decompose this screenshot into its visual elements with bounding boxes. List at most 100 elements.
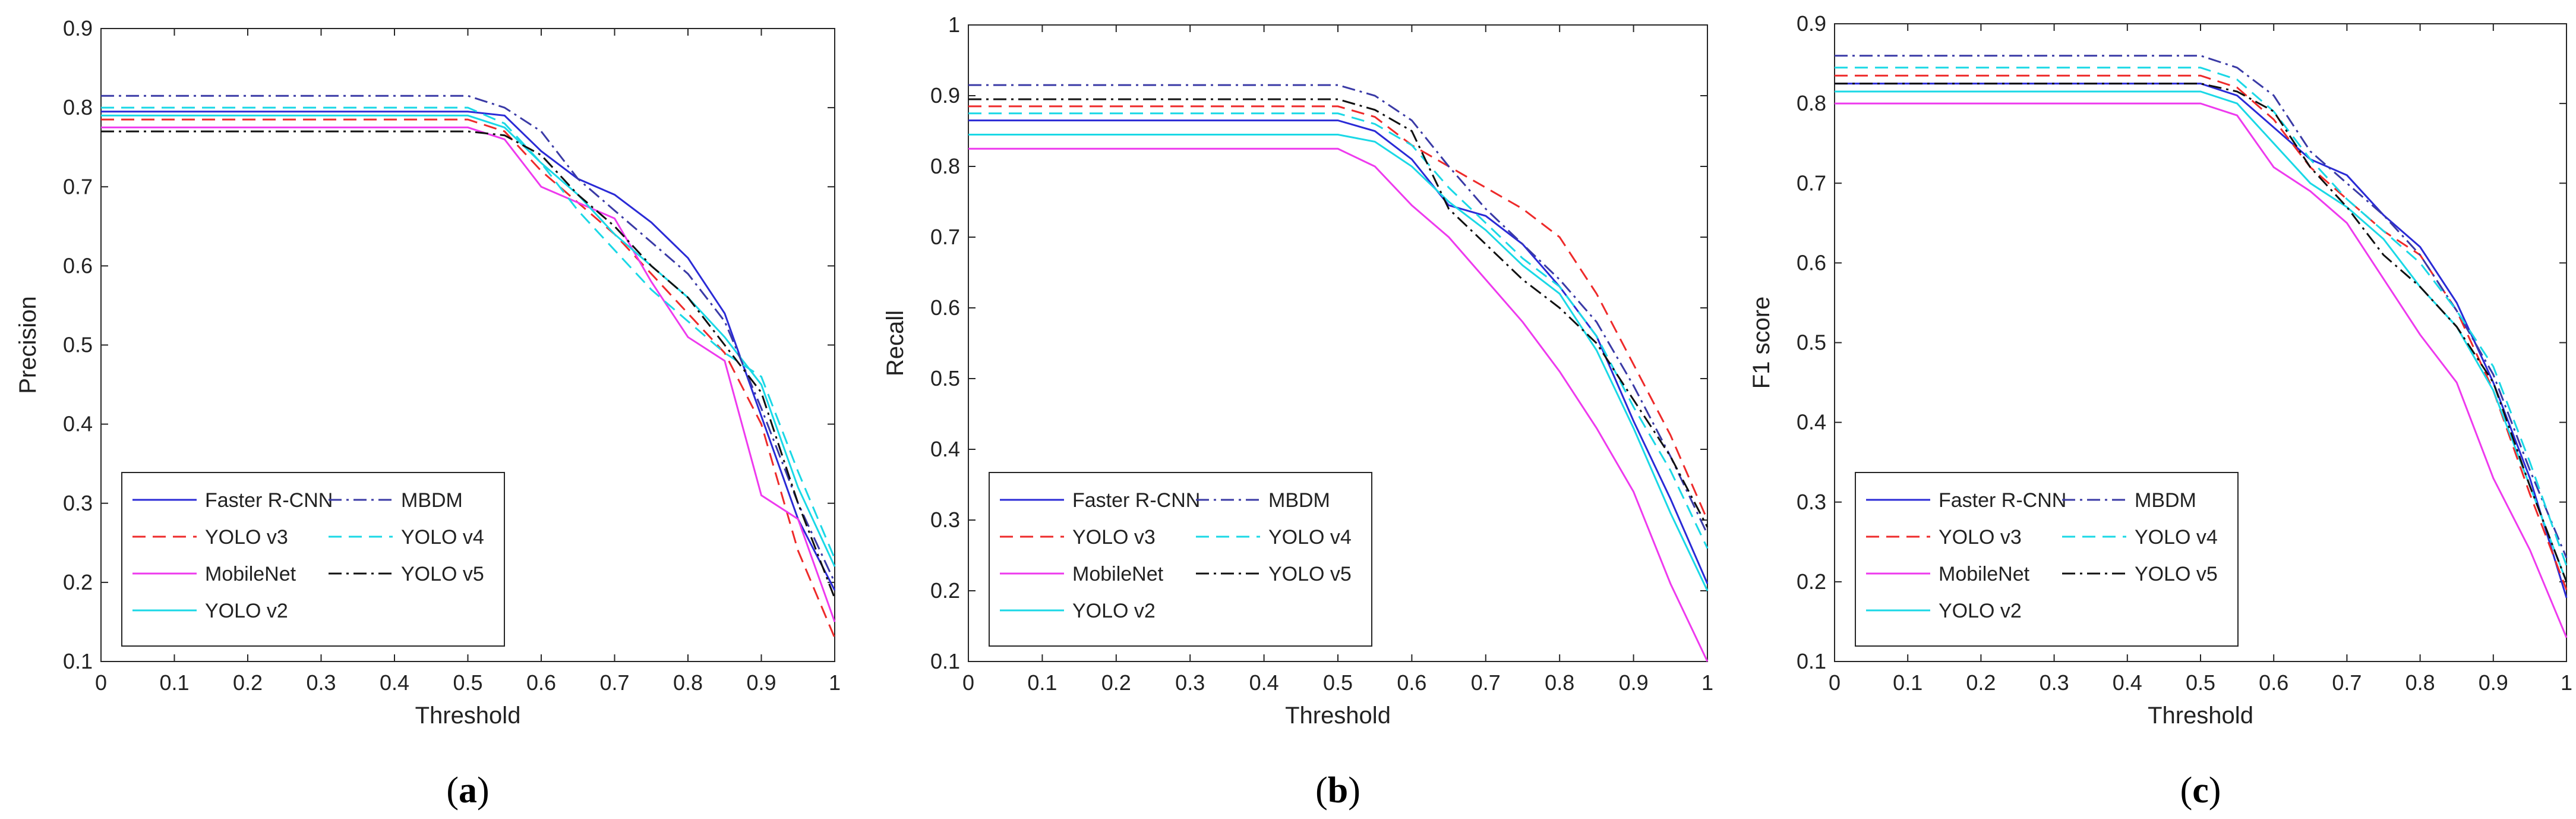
series-line-yolo-v3 (968, 105, 1709, 521)
legend-label: YOLO v4 (2135, 526, 2218, 549)
y-tick-label: 0.7 (63, 174, 93, 199)
y-tick-label: 0.3 (1797, 490, 1826, 514)
legend: Faster R-CNN YOLO v3 MobileNet YOLO v2 MBDM Y… (989, 472, 1372, 647)
x-tick-label: 0.1 (1893, 670, 1922, 695)
series-line-yolo-v4 (1835, 67, 2568, 566)
x-tick-label: 0 (1829, 670, 1841, 695)
y-tick-label: 0.4 (930, 437, 960, 461)
y-tick-label: 0.2 (63, 570, 93, 594)
panel-caption: (c) (2180, 770, 2221, 811)
x-tick-label: 0.2 (1966, 670, 1996, 695)
legend-label: YOLO v2 (1939, 600, 2022, 622)
series-line-yolo-v2 (968, 134, 1709, 591)
x-tick-label: 0 (95, 670, 107, 695)
x-tick-label: 0.5 (1323, 670, 1353, 695)
y-tick-label: 0.5 (63, 333, 93, 357)
x-tick-label: 0.1 (159, 670, 189, 695)
legend-label: MobileNet (1939, 563, 2030, 585)
y-tick-label: 0.5 (1797, 330, 1826, 355)
x-tick-label: 0.4 (2113, 670, 2142, 695)
x-tick-label: 0.9 (746, 670, 776, 695)
caption-paren: ( (2180, 770, 2193, 811)
series-line-yolo-v4 (968, 112, 1709, 549)
y-axis-label: F1 score (1748, 297, 1775, 389)
legend-label: Faster R-CNN (1939, 489, 2066, 512)
chart-panel-c: 0 0.1 0.2 0.3 0.4 0.5 0.6 0.7 0.8 0.9 10.10.20.30.… (1748, 11, 2572, 811)
x-tick-label: 0.8 (673, 670, 703, 695)
y-tick-label: 0.7 (930, 225, 960, 249)
x-tick-label: 0.3 (1175, 670, 1205, 695)
panel-caption: (a) (446, 770, 489, 811)
legend-label: Faster R-CNN (1072, 489, 1200, 512)
x-tick-label: 0.9 (1619, 670, 1649, 695)
legend-label: YOLO v5 (2135, 563, 2218, 585)
x-tick-label: 0.5 (2186, 670, 2215, 695)
x-tick-label: 0.6 (2259, 670, 2288, 695)
legend-label: YOLO v4 (1268, 526, 1352, 549)
caption-paren: ) (2209, 770, 2221, 811)
x-tick-label: 0.6 (1397, 670, 1426, 695)
x-tick-label: 0.8 (1545, 670, 1574, 695)
caption-letter: c (2192, 770, 2209, 811)
legend-label: YOLO v3 (1939, 526, 2022, 549)
series-line-yolo-v3 (101, 118, 836, 638)
series-line-yolo-v5 (968, 98, 1709, 528)
series-line-mobilenet (1835, 102, 2568, 638)
series-line-faster-r-cnn (968, 119, 1709, 584)
x-tick-label: 1 (1701, 670, 1713, 695)
x-tick-label: 0.2 (1101, 670, 1131, 695)
x-tick-label: 0.3 (2040, 670, 2069, 695)
series-line-yolo-v2 (1835, 90, 2568, 582)
legend-label: YOLO v4 (401, 526, 484, 549)
panel-caption: (b) (1315, 770, 1360, 811)
x-tick-label: 0.4 (1249, 670, 1279, 695)
y-tick-label: 0.2 (930, 578, 960, 603)
x-tick-label: 0.1 (1027, 670, 1057, 695)
y-tick-label: 1 (948, 12, 960, 37)
series-line-faster-r-cnn (1835, 83, 2568, 598)
x-tick-label: 1 (829, 670, 841, 695)
legend-label: MBDM (401, 489, 463, 512)
x-tick-label: 0.3 (306, 670, 336, 695)
x-tick-label: 0.6 (526, 670, 556, 695)
x-tick-label: 0.7 (1471, 670, 1501, 695)
legend-box (1855, 472, 2239, 647)
x-axis-label: Threshold (415, 703, 521, 729)
caption-paren: ( (446, 770, 459, 811)
series-line-mobilenet (968, 147, 1709, 662)
y-tick-label: 0.9 (63, 16, 93, 40)
x-tick-label: 0.5 (453, 670, 482, 695)
legend-box (989, 472, 1372, 647)
x-tick-label: 0.7 (2332, 670, 2362, 695)
x-tick-label: 0.8 (2405, 670, 2435, 695)
legend-box (121, 472, 505, 647)
legend-label: YOLO v5 (1268, 563, 1352, 585)
y-tick-label: 0.9 (930, 83, 960, 108)
y-tick-label: 0.6 (930, 295, 960, 320)
legend-label: MBDM (2135, 489, 2196, 512)
y-tick-label: 0.8 (1797, 91, 1826, 115)
y-axis-label: Precision (15, 296, 41, 394)
caption-paren: ( (1315, 770, 1328, 811)
x-tick-label: 1 (2561, 670, 2572, 695)
legend-label: Faster R-CNN (205, 489, 333, 512)
legend-label: MobileNet (205, 563, 296, 585)
y-tick-label: 0.1 (1797, 649, 1826, 673)
x-tick-label: 0.9 (2479, 670, 2508, 695)
y-axis-label: Recall (882, 310, 908, 376)
legend: Faster R-CNN YOLO v3 MobileNet YOLO v2 MBDM Y… (121, 472, 505, 647)
legend-label: YOLO v5 (401, 563, 484, 585)
y-tick-label: 0.8 (63, 95, 93, 119)
y-tick-label: 0.6 (1797, 250, 1826, 275)
caption-paren: ) (1348, 770, 1360, 811)
x-tick-label: 0 (962, 670, 974, 695)
chart-panel-b: 0 0.1 0.2 0.3 0.4 0.5 0.6 0.7 0.8 0.9 10.10.20.30.… (882, 12, 1713, 811)
series-line-mbdm (1835, 55, 2568, 559)
caption-letter: a (459, 770, 477, 811)
y-tick-label: 0.1 (63, 649, 93, 673)
series-line-mbdm (968, 84, 1709, 535)
legend-label: MobileNet (1072, 563, 1164, 585)
series-line-mbdm (101, 94, 836, 583)
legend-label: YOLO v3 (205, 526, 288, 549)
